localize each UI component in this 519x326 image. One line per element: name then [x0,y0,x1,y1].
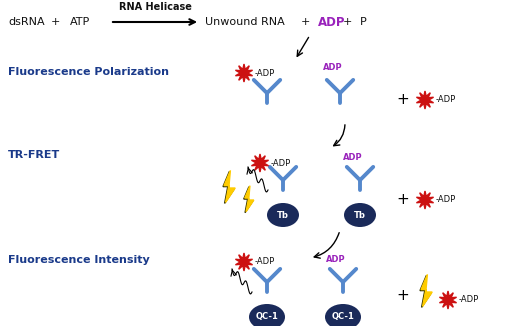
Text: -ADP: -ADP [271,158,291,168]
Text: -ADP: -ADP [255,68,275,78]
Polygon shape [223,171,234,203]
Text: ADP: ADP [326,255,346,263]
Text: ATP: ATP [70,17,90,27]
Text: -ADP: -ADP [436,96,456,105]
Polygon shape [236,253,253,271]
Polygon shape [224,170,235,202]
Text: Fluorescence Intensity: Fluorescence Intensity [8,255,150,265]
Polygon shape [416,91,433,109]
Text: +: + [397,288,409,303]
Polygon shape [245,186,254,212]
Text: QC-1: QC-1 [255,313,278,321]
Polygon shape [421,274,432,306]
Ellipse shape [267,203,299,227]
Text: -ADP: -ADP [459,295,479,304]
Text: QC-1: QC-1 [332,313,354,321]
Text: Unwound RNA: Unwound RNA [205,17,285,27]
Polygon shape [420,275,431,307]
Text: +: + [397,192,409,208]
Text: TR-FRET: TR-FRET [8,150,60,160]
Text: -ADP: -ADP [436,196,456,204]
Text: RNA Helicase: RNA Helicase [118,2,192,12]
Text: +: + [50,17,60,27]
Ellipse shape [344,203,376,227]
Text: +: + [301,17,310,27]
Text: dsRNA: dsRNA [8,17,45,27]
Ellipse shape [249,304,285,326]
Text: P: P [360,17,367,27]
Text: +: + [343,17,352,27]
Polygon shape [236,64,253,82]
Text: ADP: ADP [323,63,343,71]
Text: +: + [397,93,409,108]
Polygon shape [251,154,268,172]
Polygon shape [244,187,253,213]
Polygon shape [416,191,433,209]
Polygon shape [440,291,457,309]
Text: -ADP: -ADP [255,258,275,266]
Text: ADP: ADP [318,16,346,28]
Text: Fluorescence Polarization: Fluorescence Polarization [8,67,169,77]
Ellipse shape [325,304,361,326]
Text: Tb: Tb [354,211,366,219]
Text: Tb: Tb [277,211,289,219]
Text: ADP: ADP [343,153,363,161]
